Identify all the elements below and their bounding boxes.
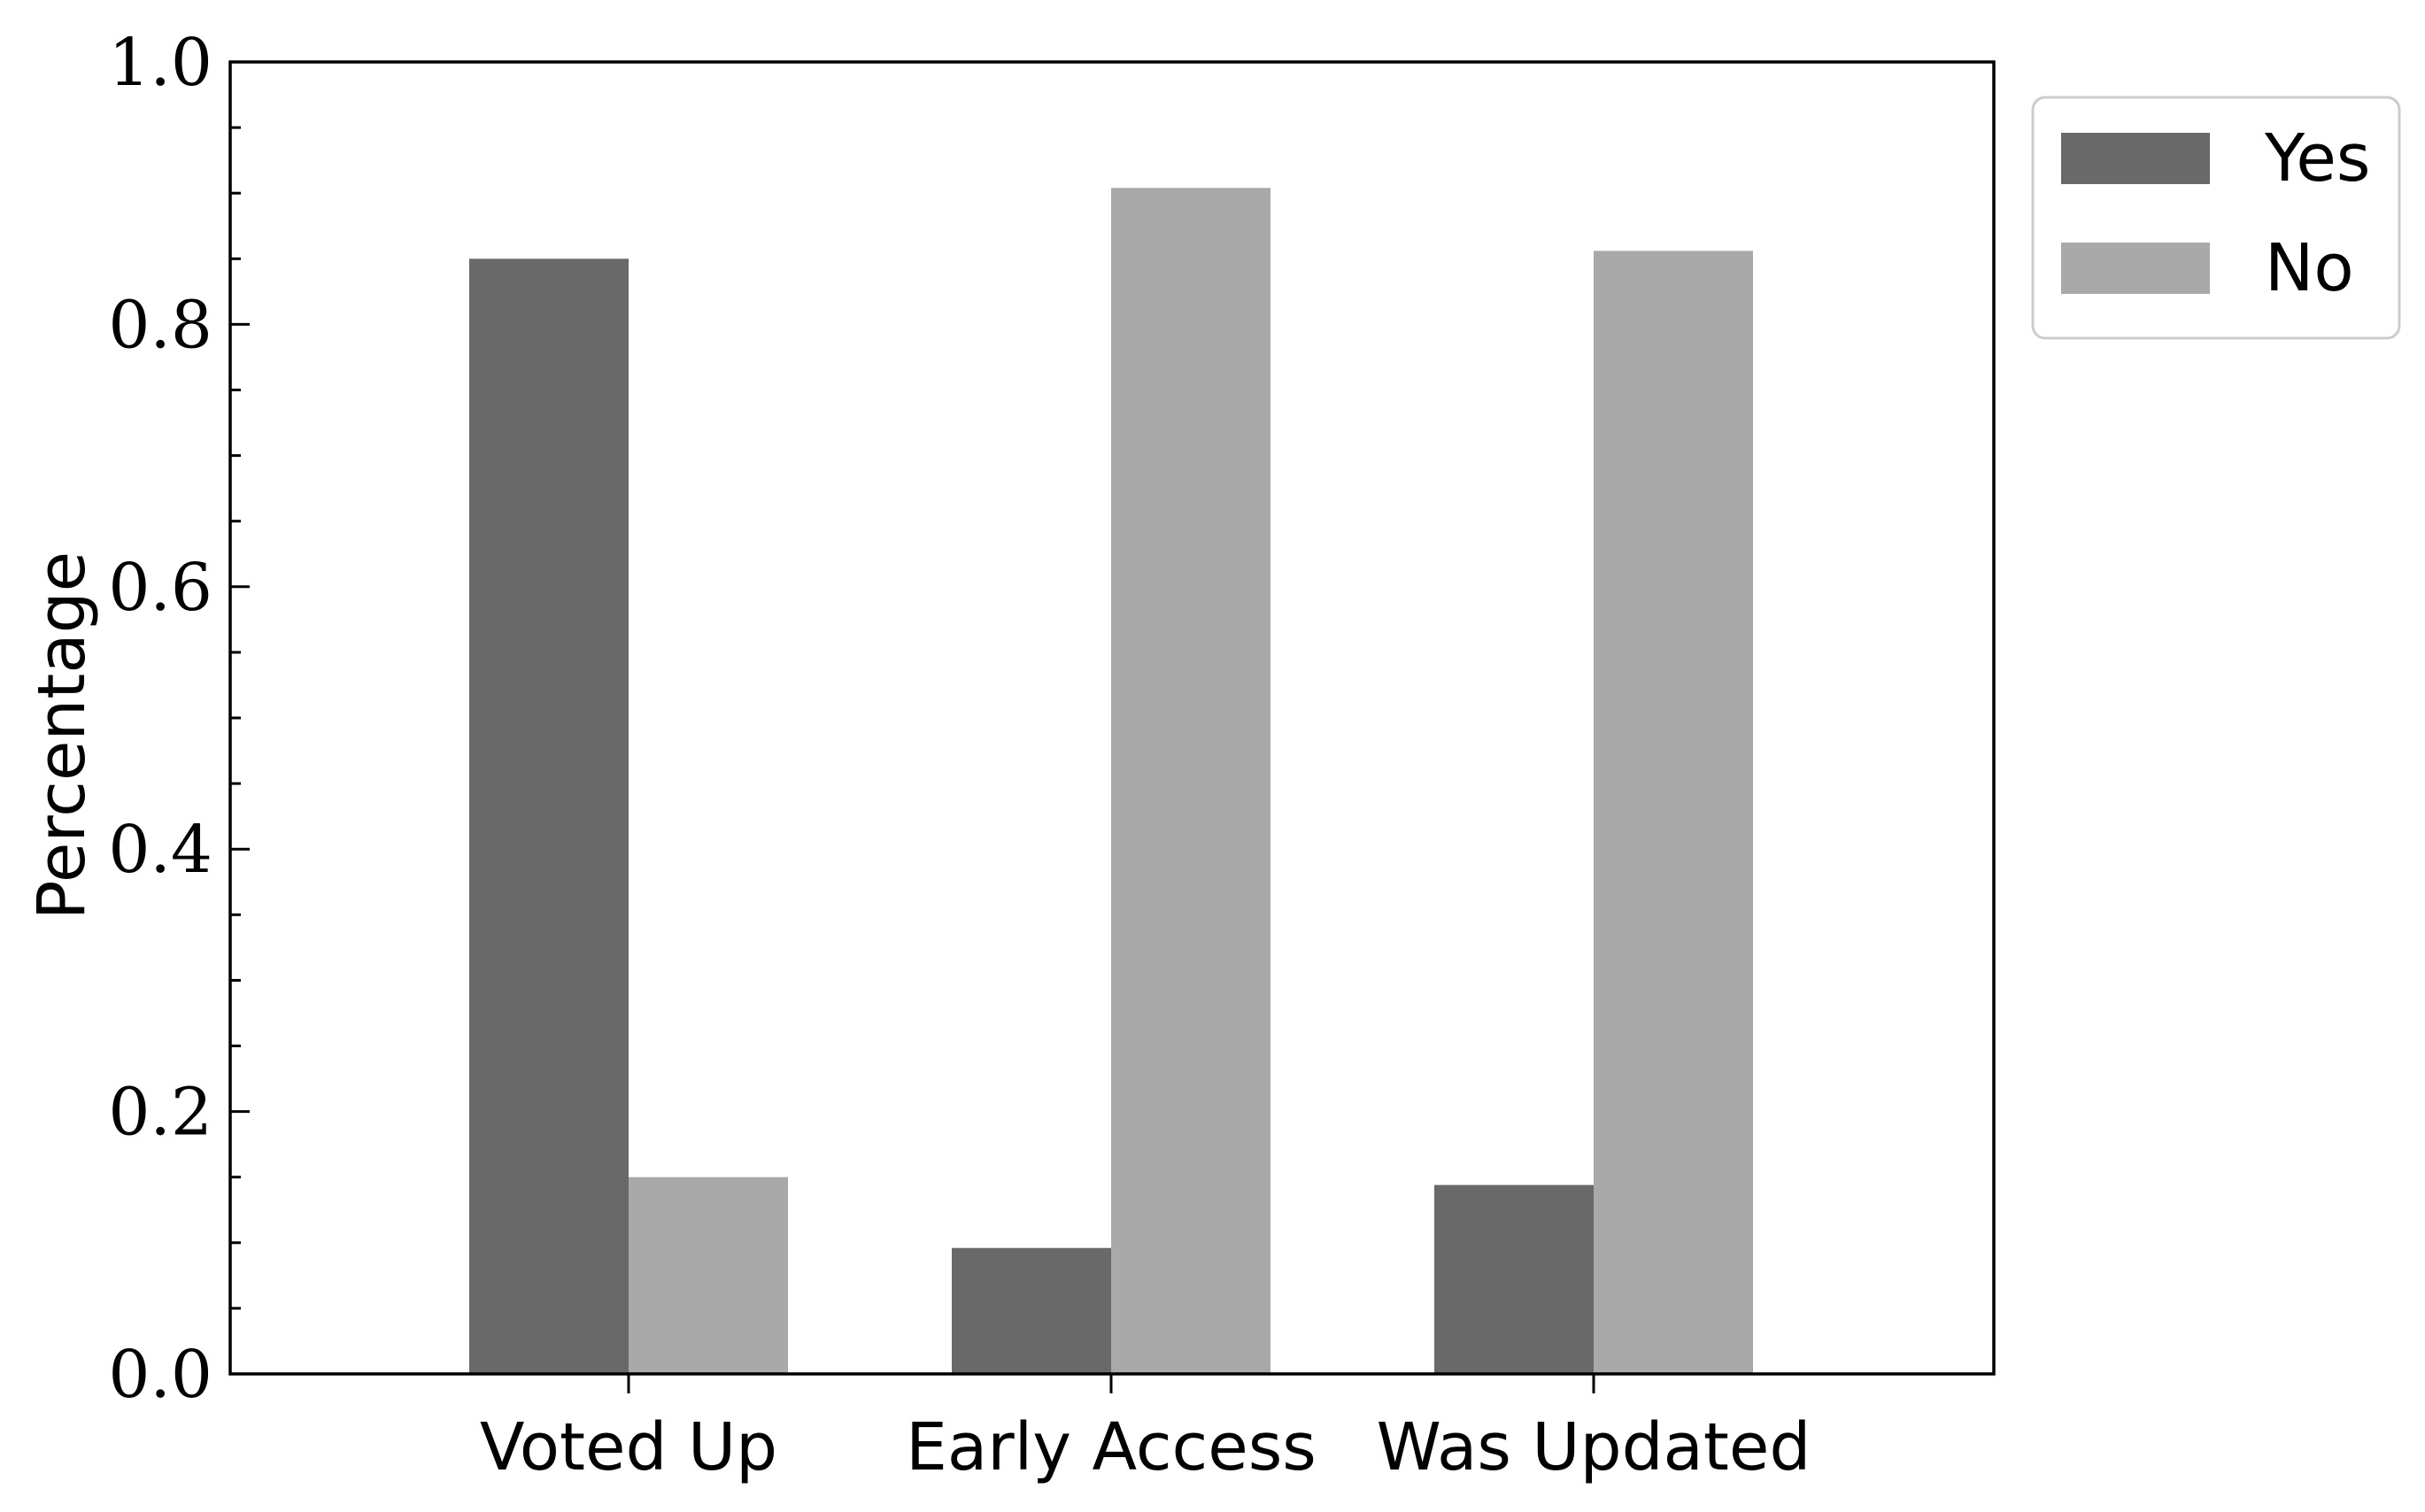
legend-swatch-no — [2061, 243, 2210, 294]
y-tick-label: 1.0 — [108, 25, 212, 101]
y-tick-label: 0.0 — [108, 1337, 212, 1413]
y-tick-label: 0.2 — [108, 1075, 212, 1151]
x-axis: Voted Up Early Access Was Updated — [480, 1374, 1811, 1485]
y-tick-label: 0.6 — [108, 550, 212, 626]
bar-yes-early-access — [952, 1247, 1111, 1374]
bar-yes-voted-up — [469, 258, 629, 1374]
x-tick-label: Was Updated — [1377, 1409, 1811, 1485]
bar-no-voted-up — [629, 1176, 788, 1374]
legend-swatch-yes — [2061, 133, 2210, 184]
y-tick-label: 0.4 — [108, 812, 212, 888]
bar-no-was-updated — [1594, 251, 1753, 1375]
y-axis: 0.0 0.2 0.4 0.6 0.8 1.0 — [108, 25, 250, 1413]
legend-label-yes: Yes — [2264, 120, 2370, 197]
x-tick-label: Voted Up — [480, 1409, 777, 1485]
bars-layer — [469, 188, 1753, 1375]
y-tick-label: 0.8 — [108, 287, 212, 363]
y-axis-title: Percentage — [24, 552, 100, 920]
legend-label-no: No — [2265, 230, 2354, 306]
legend: Yes No — [2031, 96, 2401, 340]
bar-yes-was-updated — [1434, 1184, 1594, 1374]
bar-no-early-access — [1111, 188, 1270, 1375]
plot-frame — [228, 60, 1996, 1376]
x-tick-label: Early Access — [906, 1409, 1317, 1485]
